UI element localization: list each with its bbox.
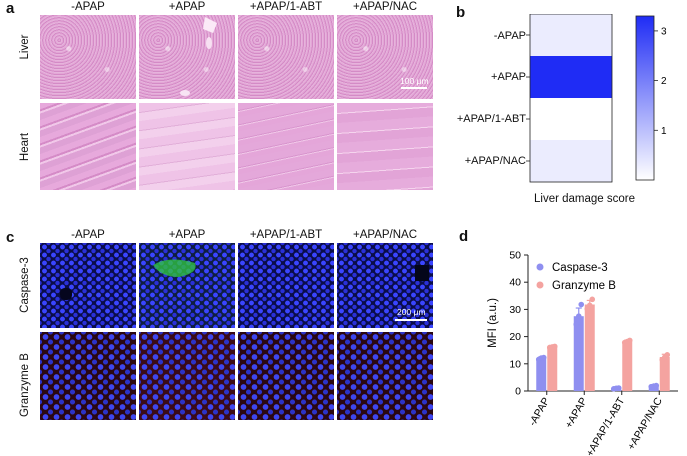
panel-label-a: a (6, 0, 15, 17)
bar (573, 316, 584, 391)
data-point (540, 354, 547, 361)
x-tick-label: -APAP (527, 396, 553, 429)
col-label: +APAP/1-ABT (249, 1, 323, 13)
data-point (573, 321, 580, 328)
data-point (578, 301, 585, 308)
col-label: +APAP/1-ABT (249, 229, 323, 241)
bar (547, 346, 558, 391)
row-label: Granzyme B (19, 353, 31, 417)
heatmap-row-label: +APAP/NAC (464, 155, 526, 167)
fluorescence-image-caspase-minus-apap (40, 243, 136, 328)
fluorescence-image-granzyme-minus-apap (40, 332, 136, 420)
heatmap-cell (530, 98, 612, 140)
scale-bar (401, 87, 427, 89)
dark-spot (60, 288, 72, 300)
histology-image-heart-nac (337, 103, 433, 190)
panel-label-d: d (459, 228, 469, 245)
heatmap-row-label: +APAP (491, 71, 526, 83)
green-signal (153, 259, 196, 277)
heatmap-row-label: -APAP (493, 30, 526, 42)
y-tick-label: 10 (509, 358, 521, 370)
heatmap-cell (530, 14, 612, 56)
histology-image-heart-minus-apap (40, 103, 136, 190)
bar (622, 341, 633, 391)
col-label: -APAP (71, 1, 105, 13)
x-tick-label: +APAP/NAC (625, 395, 665, 452)
heatmap-cell (530, 56, 612, 98)
x-tick-label: +APAP (563, 396, 590, 431)
data-point (586, 302, 593, 309)
row-label: Liver (19, 34, 31, 60)
y-axis-label: MFI (a.u.) (487, 298, 499, 348)
fluorescence-image-granzyme-plus-apap (139, 332, 235, 420)
bar (584, 304, 595, 391)
panel-label-b: b (456, 4, 466, 21)
histology-image-heart-plus-apap (139, 103, 235, 190)
histology-image-liver-plus-apap (139, 15, 235, 99)
heatmap-cell (530, 140, 612, 182)
bar (536, 358, 547, 391)
dark-spot (415, 265, 429, 281)
fluorescence-image-caspase-1abt (238, 243, 334, 328)
col-label: -APAP (71, 229, 105, 241)
heatmap-row-label: +APAP/1-ABT (456, 113, 526, 125)
x-tick-label: +APAP/1-ABT (584, 395, 628, 456)
data-point (575, 313, 582, 319)
data-point (664, 352, 671, 358)
data-point (551, 343, 558, 350)
y-tick-label: 20 (509, 331, 521, 343)
histology-image-liver-nac: 100 μm (337, 15, 433, 99)
fluorescence-image-caspase-nac: 200 μm (337, 243, 433, 328)
legend-marker (536, 281, 544, 289)
y-tick-label: 30 (509, 304, 521, 316)
data-point (589, 296, 596, 303)
histology-image-liver-minus-apap (40, 15, 136, 99)
data-point (626, 337, 633, 344)
data-point (653, 382, 660, 389)
legend-label: Granzyme B (552, 280, 616, 292)
col-label: +APAP (168, 229, 206, 241)
fluorescence-image-granzyme-nac (337, 332, 433, 420)
vessel-shapes (180, 17, 217, 96)
scale-bar-label: 200 μm (397, 307, 426, 317)
col-label: +APAP (168, 1, 206, 13)
legend-marker (536, 263, 544, 271)
heatmap: 1 2 3 (526, 14, 667, 183)
histology-image-heart-1abt (238, 103, 334, 190)
heatmap-frame (529, 14, 613, 183)
panel-label-c: c (6, 229, 15, 246)
colorbar (635, 15, 655, 181)
colorbar-tick-label: 2 (661, 76, 667, 87)
fluorescence-image-caspase-plus-apap (139, 243, 235, 328)
y-tick-label: 0 (515, 386, 521, 398)
data-point (615, 385, 622, 391)
col-label: +APAP/NAC (352, 1, 418, 13)
colorbar-tick-label: 3 (661, 26, 667, 37)
scale-bar-label: 100 μm (400, 76, 429, 86)
histology-image-liver-1abt (238, 15, 334, 99)
y-tick-label: 40 (509, 277, 521, 289)
heatmap-x-label: Liver damage score (534, 193, 635, 205)
bar-chart: 0 10 20 30 40 50 MFI (a.u.) -APAP +APAP+APAP/1-A… (487, 250, 678, 456)
colorbar-tick-label: 1 (661, 126, 667, 137)
col-label: +APAP/NAC (352, 229, 418, 241)
scale-bar (395, 319, 427, 321)
fluorescence-image-granzyme-1abt (238, 332, 334, 420)
row-label: Caspase-3 (19, 257, 31, 313)
legend-label: Caspase-3 (552, 262, 608, 274)
row-label: Heart (19, 132, 31, 162)
y-tick-label: 50 (509, 250, 521, 262)
bar (659, 357, 670, 391)
